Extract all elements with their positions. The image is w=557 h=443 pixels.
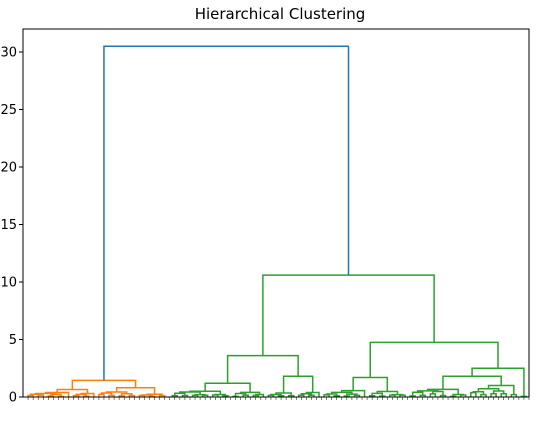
y-tick-label: 0 xyxy=(9,391,17,406)
green-link xyxy=(226,354,299,384)
orange-sublink xyxy=(98,393,105,397)
orange-sublink xyxy=(105,391,128,394)
orange-sublink xyxy=(128,394,136,397)
y-tick-label: 30 xyxy=(0,46,17,61)
orange-sublink xyxy=(158,394,166,397)
green-sublink xyxy=(391,393,404,396)
green-sublink xyxy=(411,391,424,396)
orange-sublink xyxy=(34,392,57,395)
green-sublink xyxy=(194,393,206,396)
green-sublink xyxy=(308,394,315,397)
green-link xyxy=(352,376,389,392)
green-sublink xyxy=(179,391,201,395)
top-link xyxy=(103,45,350,381)
green-sublink xyxy=(470,391,477,397)
green-sublink xyxy=(492,390,505,394)
orange-sublink xyxy=(146,393,163,396)
y-axis: 0 5 10 15 20 25 30 xyxy=(0,46,23,406)
green-sublink xyxy=(409,395,416,397)
orange-sublink xyxy=(75,393,87,397)
green-sublink xyxy=(452,393,464,397)
y-tick-label: 25 xyxy=(0,103,17,118)
green-sublink xyxy=(325,393,338,396)
y-tick-label: 15 xyxy=(0,218,17,233)
dendrogram-links xyxy=(27,45,528,398)
green-link xyxy=(442,375,502,390)
green-sublink xyxy=(472,391,485,395)
green-sublink xyxy=(222,395,229,397)
orange-sublink xyxy=(45,391,70,397)
green-sublink xyxy=(234,392,247,397)
green-sublink xyxy=(333,395,340,397)
green-sublink xyxy=(300,392,313,396)
orange-sublink xyxy=(27,394,34,397)
y-tick-label: 20 xyxy=(0,161,17,176)
green-sublink xyxy=(255,393,265,397)
green-sublink xyxy=(270,393,282,396)
green-sublink xyxy=(429,393,437,397)
orange-sublink xyxy=(37,394,44,397)
green-link xyxy=(369,341,499,378)
y-tick-label: 5 xyxy=(9,333,17,348)
green-sublink xyxy=(287,394,295,397)
green-link xyxy=(282,375,314,393)
green-link xyxy=(262,274,435,356)
green-sublink xyxy=(174,392,186,396)
orange-sublink xyxy=(100,392,113,396)
chart-title: Hierarchical Clustering xyxy=(195,5,366,23)
y-tick-label: 10 xyxy=(0,276,17,291)
plot-frame xyxy=(22,28,530,398)
